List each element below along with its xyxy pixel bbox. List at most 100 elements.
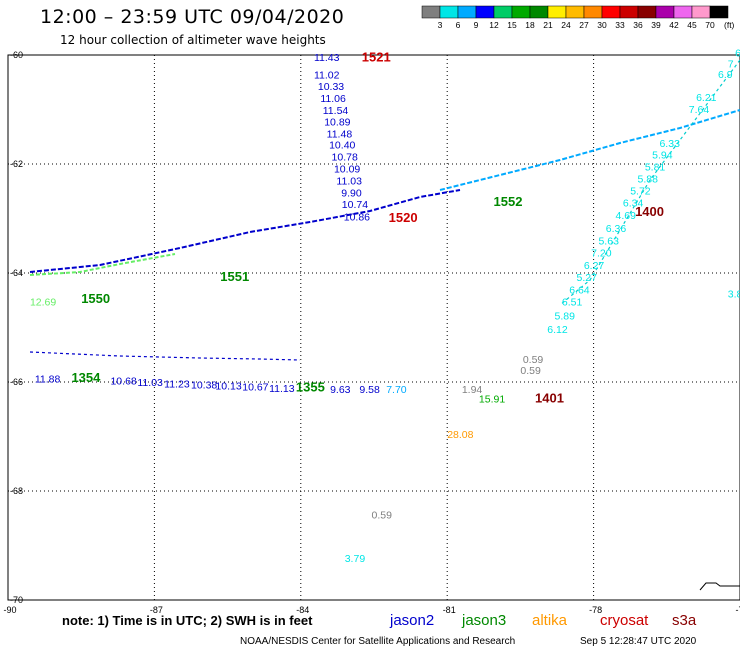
color-scale-label: 15 [507,20,517,30]
color-scale-label: 42 [669,20,679,30]
color-scale-label: 39 [651,20,661,30]
y-tick-label: -60 [10,50,23,60]
wave-height-label: 6.51 [562,297,583,309]
y-tick-label: -70 [10,595,23,605]
color-scale-swatch [493,5,513,19]
footer-credit: NOAA/NESDIS Center for Satellite Applica… [240,636,515,647]
color-scale-label: 9 [474,20,479,30]
color-scale-swatch [439,5,459,19]
wave-height-label: 6.9 [718,69,733,81]
wave-height-label: 0.59 [520,365,541,377]
grid-lines [8,55,740,600]
track-line-blue-low [29,351,301,361]
satellite-legend-jason2: jason2 [389,612,434,629]
color-scale-swatch [529,5,549,19]
pass-time-label: 1354 [71,370,101,385]
y-tick-label: -64 [10,268,23,278]
pass-time-label: 1550 [81,291,110,306]
satellite-legend-altika: altika [532,612,568,629]
wave-height-label: 10.13 [215,381,241,393]
color-scale-swatch [583,5,603,19]
color-scale-unit: (ft) [724,20,735,30]
color-scale-label: 45 [687,20,697,30]
color-scale-swatch [601,5,621,19]
x-tick-label: -81 [443,605,456,615]
wave-height-label: 10.74 [342,199,368,211]
wave-height-label: 0.59 [372,509,393,521]
wave-height-label: 10.68 [110,376,136,388]
wave-height-label: 6.33 [659,138,680,150]
wave-height-label: 15.91 [479,394,505,406]
wave-height-label: 11.03 [137,377,163,389]
wave-height-label: 10.78 [332,152,358,164]
wave-height-label: 10.86 [344,212,370,224]
pass-time-label: 1521 [362,50,391,65]
color-scale-swatch [637,5,657,19]
color-scale-swatch [547,5,567,19]
wave-height-label: 9.90 [341,188,362,200]
plot-frame [7,54,740,601]
color-scale-label: 30 [597,20,607,30]
x-tick-label: -75 [735,605,740,615]
wave-height-label: 11.54 [323,105,349,117]
color-scale-label: 3 [438,20,443,30]
wave-height-label: 5.72 [630,186,651,198]
color-scale-label: 24 [561,20,571,30]
track-line-cyan-diag [559,59,740,306]
wave-height-label: 7.70 [386,384,407,396]
color-scale-swatch [511,5,531,19]
color-scale-swatch [691,5,711,19]
wave-height-label: 1.94 [462,384,483,396]
wave-height-label: 5.63 [598,236,619,248]
wave-height-label: 10.33 [318,81,344,93]
wave-height-label: 10.09 [334,164,360,176]
wave-height-label: 6.36 [606,223,627,235]
wave-height-label: 11.02 [314,69,340,81]
track-line-teal [439,109,740,191]
wave-height-label: 3.79 [345,553,366,565]
wave-height-label: 11.43 [314,52,340,64]
wave-height-label: 6.64 [569,285,590,297]
x-tick-label: -84 [296,605,309,615]
x-axis-ticks: -90 -87 -84 -81 -78 -75 [3,605,740,615]
wave-height-label: 5.88 [638,174,659,186]
y-tick-label: -66 [10,377,23,387]
color-scale-label: 36 [633,20,643,30]
satellite-legend: jason2 jason3 altika cryosat s3a [389,612,697,629]
pass-time-label: 1520 [389,210,418,225]
wave-height-labels: 11.43 11.0210.3311.0611.5410.8911.4810.40… [30,48,740,565]
y-axis-ticks: -60 -62 -64 -66 -68 -70 [10,50,23,605]
wave-height-label: 6.12 [547,324,568,336]
color-scale-swatch [619,5,639,19]
wave-height-label: 12.69 [30,297,56,309]
color-scale-label: 6 [456,20,461,30]
wave-height-label: 11.06 [320,93,346,105]
wave-height-label: 10.38 [191,380,217,392]
wave-height-label: 11.13 [269,383,295,395]
wave-height-label: 5.89 [555,310,576,322]
pass-time-label: 1552 [494,194,523,209]
wave-height-label: 10.40 [329,140,355,152]
pass-time-label: 1401 [535,391,564,406]
track-line-blue [29,189,461,273]
coastline [699,582,740,591]
page-subtitle: 12 hour collection of altimeter wave hei… [60,33,326,47]
wave-height-label: 5.81 [645,162,666,174]
track-line-green [29,253,176,276]
wave-height-label: 5.94 [652,150,673,162]
wave-height-label: 10.67 [242,382,268,394]
color-scale-swatch [421,5,441,19]
color-scale-swatch [655,5,675,19]
pass-time-label: 1551 [220,269,249,284]
wave-height-label: 5.27 [577,272,598,284]
color-scale-swatch [565,5,585,19]
satellite-legend-s3a: s3a [672,612,697,629]
color-scale-swatch [475,5,495,19]
y-tick-label: -68 [10,486,23,496]
wave-height-label: 3.85 [728,289,740,301]
wave-height-label: 11.03 [336,176,362,188]
wave-height-label: 11.23 [164,378,190,390]
pass-time-label: 1355 [296,379,325,394]
wave-height-label: 9.63 [330,384,351,396]
wave-height-label: 11.48 [327,128,353,140]
